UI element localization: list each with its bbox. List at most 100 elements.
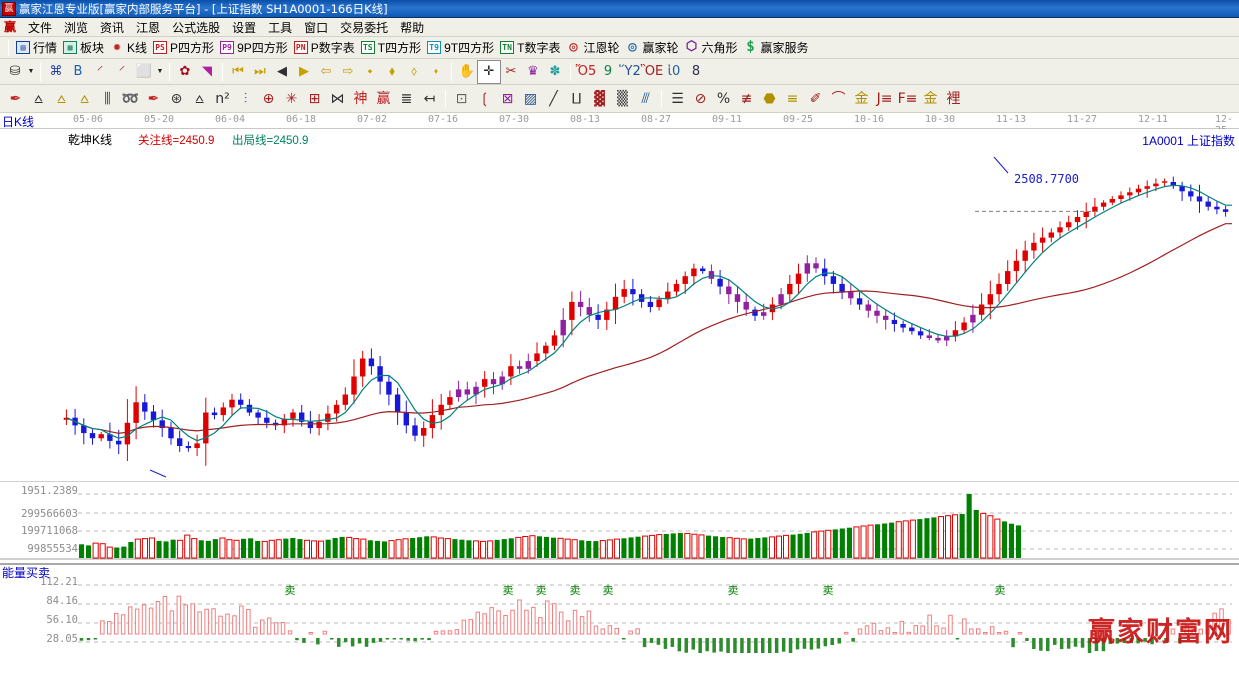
gann-lines-icon[interactable]: ⩟ [188,87,211,111]
parallel-icon[interactable]: ⫻ [634,87,657,111]
gold-stack-icon[interactable]: 金 [919,87,942,111]
menu-item-file[interactable]: 文件 [22,18,58,37]
print-icon[interactable]: ὚8 [685,61,707,83]
network-icon[interactable]: ἱ0 [663,61,685,83]
grid-target-icon[interactable]: ⊞ [303,87,326,111]
toolbar-button-9t-square[interactable]: T9 9T四方形 [424,38,497,58]
ladder-123-icon[interactable]: ≣ [395,87,418,111]
report-icon[interactable]: ὜B [67,61,89,83]
gold-octagon-icon[interactable]: ⬣ [758,87,781,111]
menu-item-trade-order[interactable]: 交易委托 [334,18,394,37]
menu-item-window[interactable]: 窗口 [298,18,334,37]
ying-icon[interactable]: 赢 [372,87,395,111]
gann-fan-icon[interactable]: ⫼ [96,87,119,111]
menu-item-tools[interactable]: 工具 [262,18,298,37]
volume-pane[interactable]: 1951.2389 299566603 199711068 99855534 [0,481,1239,563]
toolbar-button-winner-service[interactable]: $ 赢家服务 [741,38,812,58]
calculator-icon[interactable]: ὚9 [597,61,619,83]
zoom-out-icon[interactable]: ⬧ [381,61,403,83]
measure-icon[interactable]: ↤ [418,87,441,111]
gann-grid-icon[interactable]: ⩟ [27,87,50,111]
zigzag-icon[interactable]: ⨿ [565,87,588,111]
menu-item-help[interactable]: 帮助 [394,18,430,37]
expand-icon[interactable]: ⬪ [425,61,447,83]
gann-pen-icon[interactable]: ✒ [4,87,27,111]
notes-icon[interactable]: Ὕ2 [619,61,641,83]
menu-item-formula-screening[interactable]: 公式选股 [166,18,226,37]
percent-lines-icon[interactable]: ≢ [735,87,758,111]
gold-lines-icon[interactable]: ≡ [781,87,804,111]
pen-lines-icon[interactable]: ✐ [804,87,827,111]
menu-item-gann[interactable]: 江恩 [130,18,166,37]
target-icon[interactable]: ⊕ [257,87,280,111]
toolbar-button-p-square[interactable]: PS P四方形 [150,38,217,58]
calendar-icon[interactable]: Ὄ5 [575,61,597,83]
volume-bar-down [459,540,464,558]
first-page-icon[interactable]: ⏮ [227,61,249,83]
toolbar-button-t-square[interactable]: TS T四方形 [358,38,424,58]
capsule-icon[interactable]: ⬜ [133,61,155,83]
crosshair-tool-icon[interactable]: ✛ [478,61,500,83]
gann-circle-icon[interactable]: ⊛ [165,87,188,111]
colorbar-icon[interactable]: ◥ [196,61,218,83]
brain-icon[interactable]: ✽ [544,61,566,83]
quote-h-icon[interactable]: ⋈ [326,87,349,111]
gann-spiral-icon[interactable]: ➿ [119,87,142,111]
hand-tool-icon[interactable]: ✋ [456,61,478,83]
fan-red-icon[interactable]: ❲ [473,87,496,111]
toolbar-button-p-number-table[interactable]: PN P数字表 [291,38,358,58]
toolbar-button-9p-square[interactable]: P9 9P四方形 [217,38,291,58]
toolbar-button-winner-wheel[interactable]: ◎ 赢家轮 [622,38,681,58]
period-day-icon[interactable]: ⛁ [4,61,26,83]
gann-pen2-icon[interactable]: ✒ [142,87,165,111]
box-draw-icon[interactable]: ⊡ [450,87,473,111]
toolbar-button-quotes[interactable]: ▤ 行情 [13,38,60,58]
toolbar-button-gann-wheel[interactable]: ◎ 江恩轮 [563,38,622,58]
percent-chart-icon[interactable]: ⊘ [689,87,712,111]
indicator-9-icon[interactable]: ⸍ [111,61,133,83]
last-page-icon[interactable]: ⏭ [249,61,271,83]
j-lines-icon[interactable]: J≡ [873,87,896,111]
price-chart-pane[interactable]: 乾坤K线 关注线=2450.9 出局线=2450.9 1A0001 上证指数 2… [0,129,1239,481]
candle-body [430,415,435,428]
toolbar-button-sectors[interactable]: ▦ 板块 [60,38,107,58]
gann-gold-2-icon[interactable]: ⩟ [73,87,96,111]
box-shade-icon[interactable]: ▨ [519,87,542,111]
chevron-down-icon[interactable]: ▼ [155,68,165,75]
gann-gold-1-icon[interactable]: ⩟ [50,87,73,111]
menu-item-news[interactable]: 资讯 [94,18,130,37]
trend-icon[interactable]: ╱ [542,87,565,111]
mesh2-icon[interactable]: ▒ [611,87,634,111]
prev-icon[interactable]: ◀ [271,61,293,83]
shift-right-icon[interactable]: ⇨ [337,61,359,83]
toolbar-button-t-number-table[interactable]: TN T数字表 [497,38,563,58]
energy-pane[interactable]: 能量买卖 112.21 84.16 56.10 28.05 卖 卖 卖 卖 卖 卖 卖 卖 赢… [0,563,1239,651]
shift-left-icon[interactable]: ⇦ [315,61,337,83]
fit-icon[interactable]: ⬨ [403,61,425,83]
overlay-icon[interactable]: ⌘ [45,61,67,83]
arc-lines-icon[interactable]: ⌒ [827,87,850,111]
li-icon[interactable]: 裡 [942,87,965,111]
menu-item-settings[interactable]: 设置 [226,18,262,37]
gann-square-n2-icon[interactable]: n² [211,87,234,111]
toolbar-button-hexagon[interactable]: ⬡ 六角形 [682,38,741,58]
formula-icon[interactable]: ✿ [174,61,196,83]
toolbar-button-kline[interactable]: ⁕ K线 [107,38,150,58]
menu-item-browse[interactable]: 浏览 [58,18,94,37]
crown-icon[interactable]: ♛ [522,61,544,83]
save-icon[interactable]: ὋE [641,61,663,83]
scissors-icon[interactable]: ✂ [500,61,522,83]
indicator-3-icon[interactable]: ⸍ [89,61,111,83]
bars-icon[interactable]: ☰ [666,87,689,111]
next-icon[interactable]: ▶ [293,61,315,83]
f-lines-icon[interactable]: F≡ [896,87,919,111]
percent-icon[interactable]: % [712,87,735,111]
shen-icon[interactable]: 神 [349,87,372,111]
zoom-in-icon[interactable]: ⬩ [359,61,381,83]
chevron-down-icon[interactable]: ▼ [26,68,36,75]
gann-angle-icon[interactable]: ⫶ [234,87,257,111]
mesh-icon[interactable]: ▓ [588,87,611,111]
box-diag-icon[interactable]: ⊠ [496,87,519,111]
gold-text-icon[interactable]: 金 [850,87,873,111]
star-target-icon[interactable]: ✳ [280,87,303,111]
